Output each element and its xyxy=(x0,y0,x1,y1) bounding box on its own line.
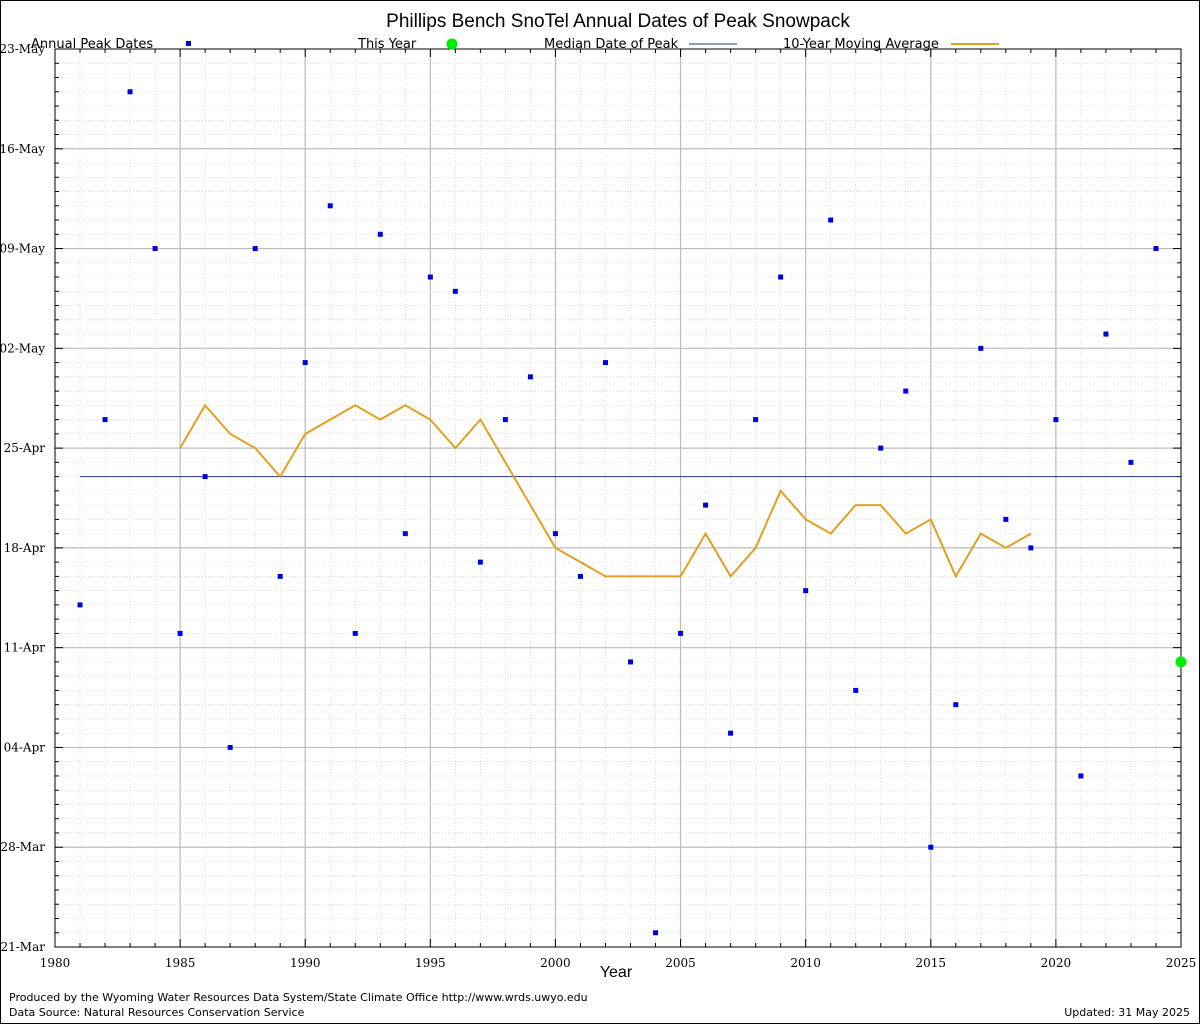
annual-peak-point xyxy=(903,388,909,394)
annual-peak-point xyxy=(102,417,108,423)
annual-peak-point xyxy=(152,246,158,252)
annual-peak-point xyxy=(177,630,183,636)
x-tick-label: 2005 xyxy=(665,956,696,970)
annual-peak-point xyxy=(552,531,558,537)
annual-peak-point xyxy=(728,730,734,736)
annual-peak-point xyxy=(1028,545,1034,551)
annual-peak-point xyxy=(402,531,408,537)
annual-peak-point xyxy=(252,246,258,252)
annual-peak-point xyxy=(1078,773,1084,779)
x-tick-label: 1990 xyxy=(290,956,321,970)
annual-peak-point xyxy=(427,274,433,280)
annual-peak-point xyxy=(803,588,809,594)
this-year-points xyxy=(1175,656,1187,668)
legend-this-year-label: This Year xyxy=(357,37,417,52)
annual-peak-point xyxy=(602,360,608,366)
annual-peak-point xyxy=(1003,516,1009,522)
y-tick-label: 23-May xyxy=(0,42,45,56)
annual-peak-point xyxy=(527,374,533,380)
annual-peak-point xyxy=(953,702,959,708)
footer-data-source: Data Source: Natural Resources Conservat… xyxy=(9,1006,305,1019)
annual-peak-point xyxy=(302,360,308,366)
annual-peak-point xyxy=(277,573,283,579)
y-tick-label: 28-Mar xyxy=(0,840,45,854)
x-tick-label: 2010 xyxy=(790,956,821,970)
annual-peak-point xyxy=(753,417,759,423)
y-tick-labels: 21-Mar 28-Mar 04-Apr 11-Apr 18-Apr 25-Apr 02-M… xyxy=(0,42,45,954)
y-tick-label: 25-Apr xyxy=(4,441,46,455)
legend-annual-marker xyxy=(186,41,191,46)
legend: Annual Peak Dates This Year Median Date … xyxy=(31,37,999,52)
minor-grid xyxy=(55,49,1181,947)
y-tick-label: 21-Mar xyxy=(0,940,45,954)
y-tick-label: 11-Apr xyxy=(4,641,46,655)
y-tick-label: 04-Apr xyxy=(4,740,46,754)
plot-area-border xyxy=(54,48,1182,948)
annual-peak-point xyxy=(678,630,684,636)
legend-median-label: Median Date of Peak xyxy=(544,37,679,52)
annual-peak-point xyxy=(778,274,784,280)
y-tick-label: 02-May xyxy=(0,341,45,355)
legend-this-year-marker xyxy=(446,38,458,50)
this-year-point xyxy=(1175,656,1187,668)
annual-peak-point xyxy=(853,687,859,693)
annual-peak-point xyxy=(577,573,583,579)
axis-ticks xyxy=(54,48,1182,948)
footer-updated: Updated: 31 May 2025 xyxy=(1064,1006,1190,1019)
annual-peak-point xyxy=(127,89,133,95)
annual-peak-point xyxy=(327,203,333,209)
annual-peak-point xyxy=(928,844,934,850)
annual-peak-point xyxy=(202,474,208,480)
annual-peak-point xyxy=(1053,417,1059,423)
annual-peak-points xyxy=(77,89,1159,936)
annual-peak-point xyxy=(477,559,483,565)
annual-peak-point xyxy=(628,659,634,665)
annual-peak-point xyxy=(352,630,358,636)
x-tick-label: 1995 xyxy=(415,956,446,970)
x-tick-label: 1980 xyxy=(40,956,71,970)
moving-average-line xyxy=(179,403,1032,579)
annual-peak-point xyxy=(1153,246,1159,252)
annual-peak-point xyxy=(828,217,834,223)
legend-moving-avg-label: 10-Year Moving Average xyxy=(783,37,939,52)
moving-average-group xyxy=(179,403,1032,579)
annual-peak-point xyxy=(878,445,884,451)
annual-peak-point xyxy=(377,231,383,237)
y-tick-label: 18-Apr xyxy=(4,541,46,555)
x-tick-label: 2025 xyxy=(1166,956,1197,970)
annual-peak-point xyxy=(502,417,508,423)
x-tick-label: 2000 xyxy=(540,956,571,970)
annual-peak-point xyxy=(227,744,233,750)
x-axis-label: Year xyxy=(600,964,633,981)
x-tick-label: 2020 xyxy=(1041,956,1072,970)
annual-peak-point xyxy=(703,502,709,508)
x-tick-labels: 1980 1985 1990 1995 2000 2005 2010 2015 2020 2025 xyxy=(40,956,1197,970)
footer-produced-by: Produced by the Wyoming Water Resources … xyxy=(9,991,588,1004)
annual-peak-point xyxy=(653,930,659,936)
y-tick-label: 09-May xyxy=(0,242,45,256)
y-tick-label: 16-May xyxy=(0,142,45,156)
major-grid xyxy=(55,49,1181,947)
x-tick-label: 1985 xyxy=(165,956,196,970)
annual-peak-point xyxy=(452,288,458,294)
legend-annual-label: Annual Peak Dates xyxy=(31,37,153,52)
annual-peak-point xyxy=(978,345,984,351)
annual-peak-point xyxy=(1128,459,1134,465)
chart-title: Phillips Bench SnoTel Annual Dates of Pe… xyxy=(386,11,850,32)
annual-peak-point xyxy=(1103,331,1109,337)
annual-peak-point xyxy=(77,602,83,608)
x-tick-label: 2015 xyxy=(916,956,947,970)
